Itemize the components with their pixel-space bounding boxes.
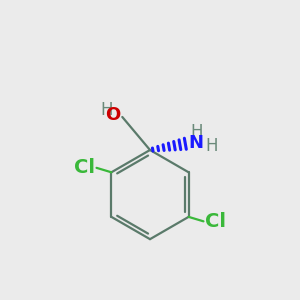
Text: H: H bbox=[206, 137, 218, 155]
Text: N: N bbox=[188, 134, 203, 152]
Text: Cl: Cl bbox=[205, 212, 226, 231]
Text: O: O bbox=[105, 106, 120, 124]
Text: H: H bbox=[100, 100, 113, 118]
Text: Cl: Cl bbox=[74, 158, 95, 177]
Text: H: H bbox=[191, 123, 203, 141]
